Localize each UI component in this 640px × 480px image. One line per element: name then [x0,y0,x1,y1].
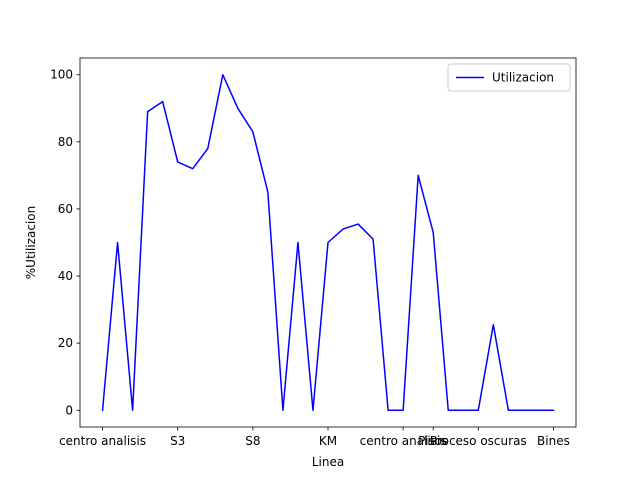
y-tick-label: 0 [65,403,73,417]
x-tick-label: S3 [170,434,185,448]
plot-area [101,73,555,412]
legend-label: Utilizacion [492,71,554,85]
x-tick-label: centro analisis [59,434,146,448]
x-tick-label: S8 [245,434,260,448]
y-tick-label: 60 [58,202,73,216]
x-tick-label: KM [319,434,337,448]
x-tick-label: Pisos [418,434,448,448]
axes: 0 20 40 60 80 100 centro analisis S3 S8 KM centro … [50,57,577,448]
x-tick-label: centro analisis [360,434,447,448]
y-tick-label: 100 [50,68,73,82]
x-axis-label: Linea [312,455,344,469]
x-tick-label: Bines [537,434,570,448]
x-tick-label: Proceso oscuras [430,434,527,448]
y-tick-label: 80 [58,135,73,149]
legend: Utilizacion [447,63,571,92]
y-tick-label: 40 [58,269,73,283]
legend-box [447,63,571,92]
series-line-0 [101,73,555,412]
y-axis-label: %Utilizacion [24,206,38,279]
y-tick-label: 20 [58,336,73,350]
